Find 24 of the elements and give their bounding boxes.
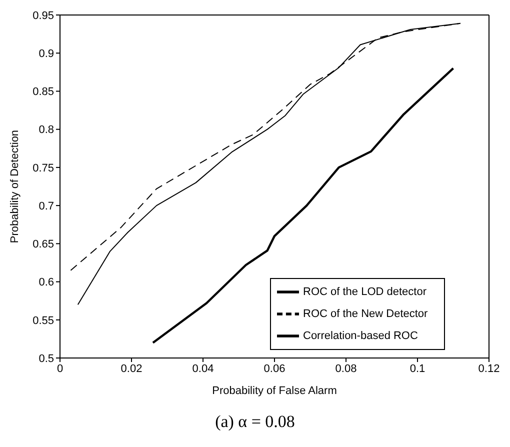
y-tick-label: 0.8 [38, 124, 54, 136]
y-tick-label: 0.85 [32, 86, 54, 98]
y-tick-label: 0.5 [38, 352, 54, 365]
x-tick-label: 0 [56, 362, 64, 375]
legend-label: ROC of the LOD detector [303, 286, 426, 298]
text: (a) α = 0.08 [214, 412, 296, 432]
line-series [152, 67, 454, 344]
y-tick-label: 0.55 [32, 314, 54, 327]
x-tick-label: 0.02 [120, 362, 142, 375]
y-tick-label: 0.6 [38, 276, 54, 289]
legend-label: Correlation-based ROC [303, 330, 418, 342]
y-tick-label: 0.9 [38, 48, 54, 60]
x-tick-label: 0.1 [410, 362, 426, 375]
y-tick-label: 0.7 [38, 200, 54, 212]
x-tick-label: 0.12 [478, 362, 500, 375]
x-axis-title: Probability of False Alarm [212, 385, 337, 397]
x-tick-label: 0.06 [264, 362, 286, 375]
x-tick-label: 0.04 [192, 362, 214, 375]
y-tick-label: 0.95 [32, 10, 54, 22]
x-tick-label: 0.08 [335, 362, 357, 375]
y-axis-title: Probability of Detection [8, 130, 21, 244]
legend-label: ROC of the New Detector [303, 308, 428, 320]
y-tick-label: 0.75 [32, 162, 54, 174]
y-tick-label: 0.65 [32, 238, 54, 251]
